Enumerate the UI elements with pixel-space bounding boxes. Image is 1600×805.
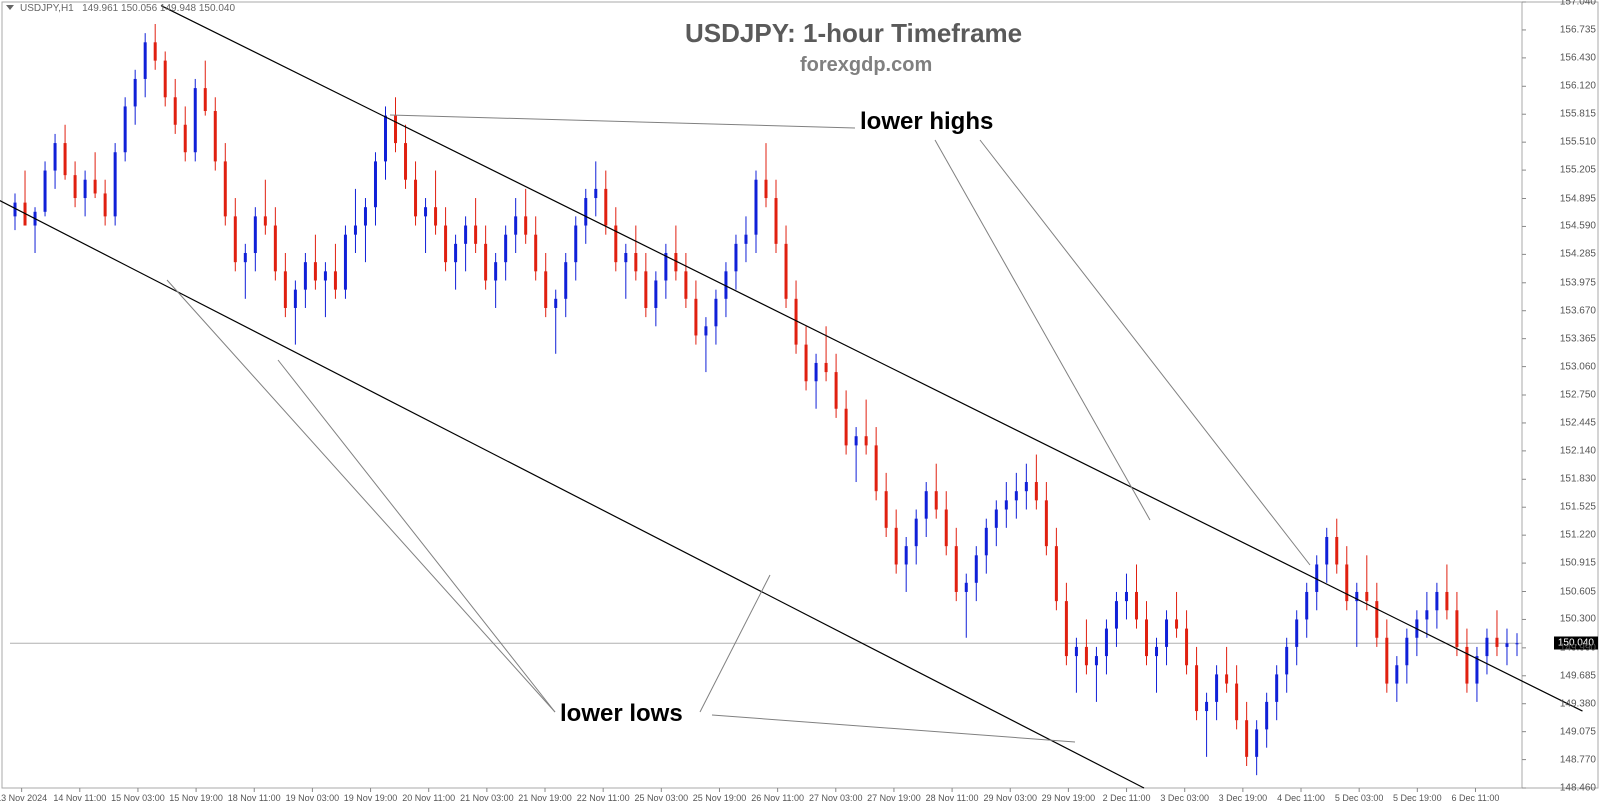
y-tick-label: 149.685	[1560, 670, 1596, 681]
y-tick-label: 150.605	[1560, 586, 1596, 597]
x-tick-label: 20 Nov 11:00	[402, 793, 455, 803]
x-tick-label: 18 Nov 11:00	[228, 793, 281, 803]
chevron-down-icon[interactable]	[6, 5, 14, 10]
y-tick-label: 152.140	[1560, 445, 1596, 456]
x-tick-label: 13 Nov 2024	[0, 793, 47, 803]
ticker-ohlc: 149.961 150.056 149.948 150.040	[82, 3, 235, 14]
y-tick-label: 151.830	[1560, 474, 1596, 485]
y-tick-label: 153.975	[1560, 277, 1596, 288]
y-tick-label: 155.510	[1560, 137, 1596, 148]
x-tick-label: 15 Nov 19:00	[169, 793, 223, 803]
x-tick-label: 19 Nov 03:00	[286, 793, 340, 803]
y-tick-label: 156.120	[1560, 81, 1596, 92]
y-tick-label: 148.460	[1560, 783, 1596, 794]
y-tick-label: 152.750	[1560, 390, 1596, 401]
x-tick-label: 29 Nov 03:00	[983, 793, 1037, 803]
annotation-lower-lows: lower lows	[560, 700, 683, 728]
x-tick-label: 21 Nov 03:00	[460, 793, 514, 803]
x-tick-label: 21 Nov 19:00	[518, 793, 572, 803]
chart-title: USDJPY: 1-hour Timeframe	[685, 18, 1022, 49]
x-tick-label: 14 Nov 11:00	[53, 793, 106, 803]
y-tick-label: 153.060	[1560, 361, 1596, 372]
x-tick-label: 19 Nov 19:00	[344, 793, 398, 803]
x-tick-label: 25 Nov 03:00	[635, 793, 689, 803]
ticker-symbol: USDJPY,H1	[20, 3, 74, 14]
y-tick-label: 153.670	[1560, 305, 1596, 316]
x-tick-label: 2 Dec 11:00	[1103, 793, 1151, 803]
y-tick-label: 153.365	[1560, 333, 1596, 344]
ticker-label: USDJPY,H1 149.961 150.056 149.948 150.04…	[20, 3, 235, 14]
y-tick-label: 155.815	[1560, 109, 1596, 120]
x-tick-label: 5 Dec 19:00	[1393, 793, 1442, 803]
x-tick-label: 27 Nov 03:00	[809, 793, 863, 803]
x-tick-label: 26 Nov 11:00	[751, 793, 804, 803]
y-tick-label: 157.040	[1560, 0, 1596, 8]
y-tick-label: 154.590	[1560, 221, 1596, 232]
x-tick-label: 6 Dec 11:00	[1452, 793, 1500, 803]
y-tick-label: 150.300	[1560, 614, 1596, 625]
x-tick-label: 27 Nov 19:00	[867, 793, 921, 803]
x-tick-label: 22 Nov 11:00	[577, 793, 630, 803]
x-tick-label: 4 Dec 11:00	[1277, 793, 1325, 803]
x-tick-label: 3 Dec 19:00	[1219, 793, 1268, 803]
x-tick-label: 25 Nov 19:00	[693, 793, 747, 803]
y-tick-label: 156.430	[1560, 52, 1596, 63]
x-tick-label: 28 Nov 11:00	[926, 793, 979, 803]
chart-container: { "layout": { "width": 1600, "height": 8…	[0, 0, 1600, 805]
chart-svg	[0, 0, 1600, 805]
y-tick-label: 150.915	[1560, 558, 1596, 569]
y-tick-label: 152.445	[1560, 417, 1596, 428]
y-tick-label: 156.735	[1560, 24, 1596, 35]
annotation-lower-highs: lower highs	[860, 108, 993, 136]
y-tick-label: 149.990	[1560, 642, 1596, 653]
x-tick-label: 5 Dec 03:00	[1335, 793, 1384, 803]
x-tick-label: 3 Dec 03:00	[1160, 793, 1209, 803]
y-tick-label: 151.220	[1560, 530, 1596, 541]
y-tick-label: 151.525	[1560, 502, 1596, 513]
y-tick-label: 148.770	[1560, 754, 1596, 765]
y-tick-label: 155.205	[1560, 165, 1596, 176]
y-tick-label: 154.285	[1560, 249, 1596, 260]
y-tick-label: 149.075	[1560, 726, 1596, 737]
x-tick-label: 29 Nov 19:00	[1042, 793, 1096, 803]
x-tick-label: 15 Nov 03:00	[111, 793, 165, 803]
y-tick-label: 154.895	[1560, 193, 1596, 204]
y-tick-label: 149.380	[1560, 698, 1596, 709]
chart-subtitle: forexgdp.com	[800, 54, 932, 77]
